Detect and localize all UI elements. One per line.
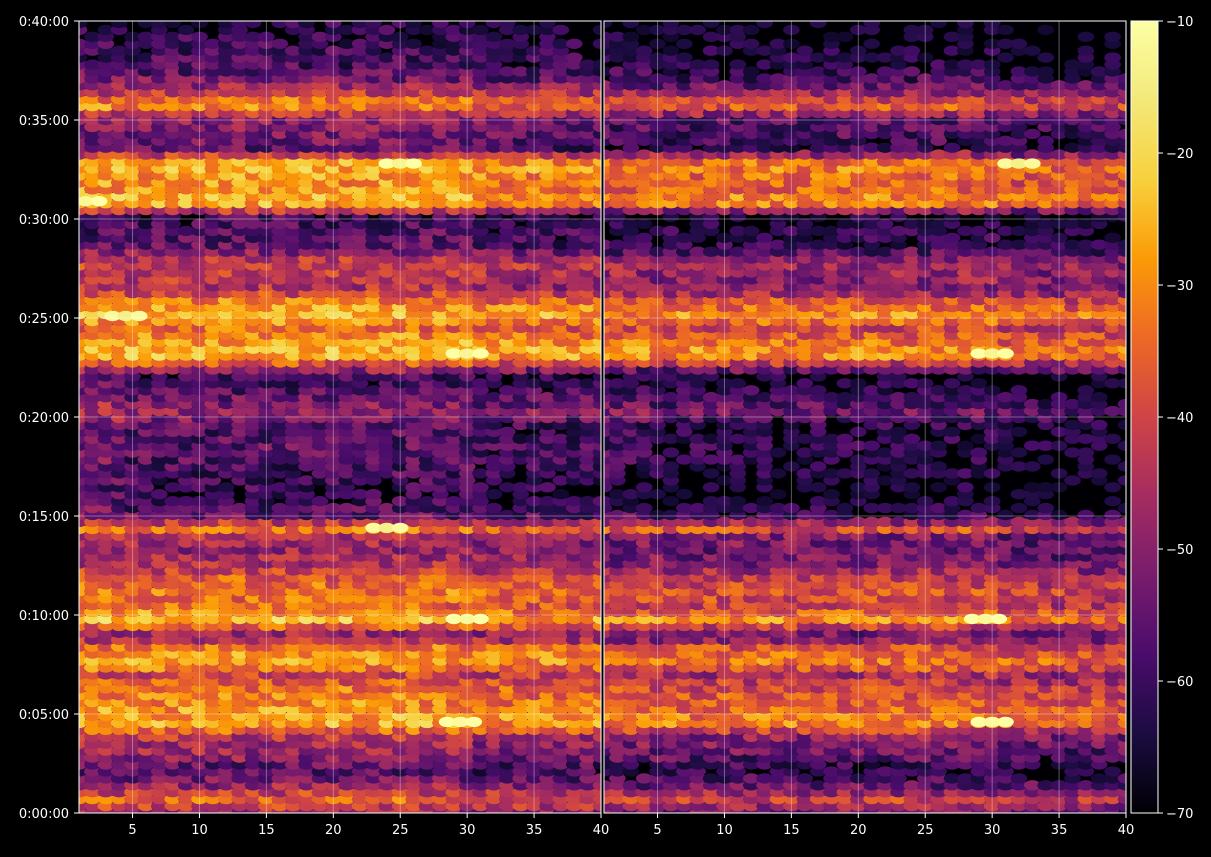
left-cell-4456 xyxy=(539,18,556,28)
left-hot-spot-0-2 xyxy=(466,717,483,727)
left-panel xyxy=(64,18,609,818)
right-panel xyxy=(596,18,1135,818)
left-cell-4372 xyxy=(405,39,422,49)
left-cell-1880 xyxy=(472,482,489,492)
left-cell-4314 xyxy=(566,52,583,62)
left-cell-4428 xyxy=(472,25,489,35)
left-cell-4452 xyxy=(432,18,449,28)
left-cell-4413 xyxy=(178,25,195,35)
left-cell-4406 xyxy=(486,32,503,42)
right-cell-227 xyxy=(1011,773,1028,783)
left-cell-4446 xyxy=(298,18,315,28)
left-cell-2182 xyxy=(499,427,516,437)
left-cell-4443 xyxy=(245,18,262,28)
left-cell-4439 xyxy=(164,18,181,28)
left-cell-4436 xyxy=(111,18,128,28)
left-cell-4451 xyxy=(405,18,422,28)
left-hot-spot-5-2 xyxy=(91,196,108,206)
left-cell-4433 xyxy=(553,25,570,35)
left-cell-1837 xyxy=(151,489,168,499)
left-cell-4449 xyxy=(365,18,382,28)
left-cell-4422 xyxy=(379,25,396,35)
left-cell-1814 xyxy=(312,496,329,506)
left-panel-cells xyxy=(64,18,609,818)
left-cell-1848 xyxy=(365,489,382,499)
left-cell-3364 xyxy=(499,219,516,229)
left-cell-1884 xyxy=(539,482,556,492)
left-cell-1853 xyxy=(486,489,503,499)
left-cell-1866 xyxy=(218,482,235,492)
left-cell-1855 xyxy=(553,489,570,499)
left-cell-4382 xyxy=(566,39,583,49)
left-cell-1790 xyxy=(486,503,503,513)
left-cell-4455 xyxy=(499,18,516,28)
left-cell-4364 xyxy=(272,39,289,49)
left-hot-spot-3-2 xyxy=(131,311,148,321)
right-cell-257 xyxy=(1104,766,1121,776)
left-hot-spot-2-2 xyxy=(472,348,489,358)
left-hot-spot-5-0 xyxy=(64,196,81,206)
left-hot-spot-4-2 xyxy=(405,158,422,168)
right-cell-213 xyxy=(797,773,814,783)
